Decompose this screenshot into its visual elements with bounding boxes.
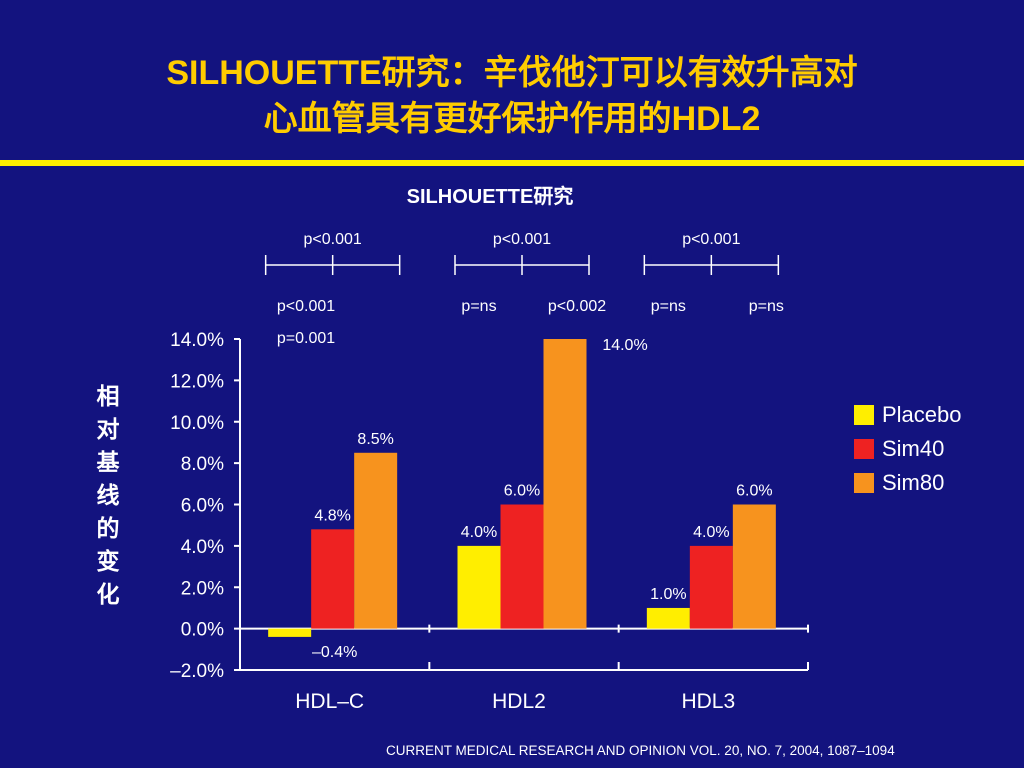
bar-sim40-0	[311, 529, 355, 629]
y-tick-label: 0.0%	[181, 620, 224, 641]
y-tick-label: –2.0%	[170, 661, 224, 682]
bar-sim80-1	[543, 339, 587, 629]
legend-label: Sim80	[882, 470, 945, 495]
bar-placebo-2	[646, 607, 690, 629]
x-tick-label: HDL2	[492, 690, 546, 713]
legend-item-sim40: Sim40	[854, 432, 962, 466]
significance-pairwise: p=ns	[749, 298, 784, 315]
legend-item-sim80: Sim80	[854, 466, 962, 500]
legend-swatch	[854, 473, 874, 493]
y-tick-label: 2.0%	[181, 578, 224, 599]
significance-pairwise: p=ns	[461, 298, 496, 315]
citation: CURRENT MEDICAL RESEARCH AND OPINION VOL…	[386, 743, 895, 758]
x-tick-label: HDL3	[681, 690, 735, 713]
y-tick-label: 6.0%	[181, 496, 224, 517]
chart-title: SILHOUETTE研究	[407, 184, 574, 208]
slide-title-line2: 心血管具有更好保护作用的HDL2	[263, 100, 761, 138]
data-label: 6.0%	[736, 483, 772, 500]
bar-sim40-2	[689, 545, 733, 629]
data-label: 1.0%	[650, 586, 686, 603]
bar-placebo-0	[268, 628, 312, 637]
y-axis-label: 相对基线的变化	[96, 383, 120, 607]
data-label: 4.0%	[693, 524, 729, 541]
data-label: 14.0%	[602, 337, 647, 354]
data-label: 4.8%	[314, 507, 350, 524]
significance-pairwise: p=0.001	[277, 330, 335, 347]
legend-label: Placebo	[882, 402, 962, 427]
significance-overall: p<0.001	[493, 231, 551, 248]
legend-label: Sim40	[882, 436, 945, 461]
significance-overall: p<0.001	[304, 231, 362, 248]
legend-swatch	[854, 439, 874, 459]
significance-overall: p<0.001	[682, 231, 740, 248]
significance-pairwise: p<0.002	[548, 298, 606, 315]
data-label: 8.5%	[357, 431, 393, 448]
significance-pairwise: p<0.001	[277, 298, 335, 315]
x-tick-label: HDL–C	[295, 690, 364, 713]
legend-item-placebo: Placebo	[854, 398, 962, 432]
y-tick-label: 14.0%	[170, 330, 224, 351]
y-tick-label: 8.0%	[181, 454, 224, 475]
slide-title: SILHOUETTE研究：辛伐他汀可以有效升高对 心血管具有更好保护作用的HDL…	[0, 50, 1024, 142]
title-divider	[0, 160, 1024, 166]
bar-placebo-1	[457, 545, 501, 629]
slide-title-line1: SILHOUETTE研究：辛伐他汀可以有效升高对	[166, 54, 858, 92]
significance-pairwise: p=ns	[651, 298, 686, 315]
y-tick-label: 4.0%	[181, 537, 224, 558]
bar-sim80-2	[732, 504, 776, 629]
chart-legend: Placebo Sim40 Sim80	[854, 398, 962, 500]
bar-sim40-1	[500, 504, 544, 629]
data-label: –0.4%	[312, 644, 357, 661]
y-tick-label: 10.0%	[170, 413, 224, 434]
legend-swatch	[854, 405, 874, 425]
y-tick-label: 12.0%	[170, 371, 224, 392]
data-label: 6.0%	[504, 483, 540, 500]
bar-sim80-0	[354, 452, 398, 629]
data-label: 4.0%	[461, 524, 497, 541]
